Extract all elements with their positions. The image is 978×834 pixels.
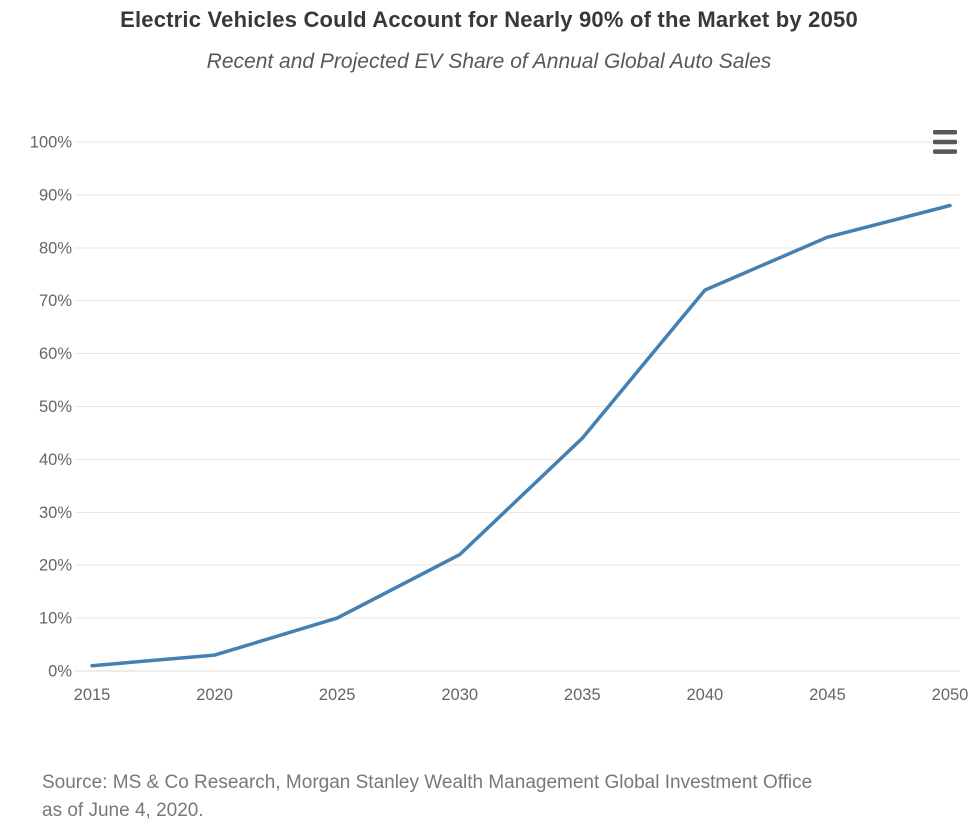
hamburger-menu-icon — [933, 139, 957, 145]
hamburger-menu-icon — [933, 149, 957, 154]
y-tick-label: 60% — [39, 345, 72, 363]
x-tick-label: 2030 — [441, 686, 478, 704]
source-line-2: as of June 4, 2020. — [42, 800, 204, 821]
gridlines — [75, 141, 960, 672]
y-tick-label: 50% — [39, 398, 72, 416]
y-tick-label: 10% — [39, 610, 72, 628]
x-tick-label: 2045 — [809, 686, 846, 704]
x-tick-label: 2020 — [196, 686, 233, 704]
y-tick-label: 40% — [39, 451, 72, 469]
x-tick-label: 2025 — [319, 686, 356, 704]
y-tick-label: 90% — [39, 186, 72, 204]
ev-share-line — [90, 203, 952, 668]
chart-subtitle: Recent and Projected EV Share of Annual … — [206, 50, 772, 73]
y-axis-labels: 0% 10% 20% 30% 40% 50% 60% 70% 80% 90% 100% — [30, 134, 73, 681]
y-tick-label: 0% — [48, 663, 72, 681]
source-note: Source: MS & Co Research, Morgan Stanley… — [42, 769, 952, 825]
hamburger-menu-icon — [933, 130, 957, 135]
x-tick-label: 2050 — [932, 686, 969, 704]
x-tick-label: 2040 — [686, 686, 723, 704]
x-tick-label: 2035 — [564, 686, 601, 704]
ev-share-series-line — [90, 203, 952, 668]
chart-context-menu-button[interactable] — [933, 130, 957, 154]
y-tick-label: 80% — [39, 239, 72, 257]
chart-title: Electric Vehicles Could Account for Near… — [120, 7, 858, 32]
y-tick-label: 20% — [39, 557, 72, 575]
x-tick-label: 2015 — [74, 686, 111, 704]
source-line-1: Source: MS & Co Research, Morgan Stanley… — [42, 772, 813, 793]
y-tick-label: 100% — [30, 134, 73, 152]
x-axis-labels: 2015 2020 2025 2030 2035 2040 2045 2050 — [74, 686, 969, 704]
y-tick-label: 70% — [39, 292, 72, 310]
y-tick-label: 30% — [39, 504, 72, 522]
